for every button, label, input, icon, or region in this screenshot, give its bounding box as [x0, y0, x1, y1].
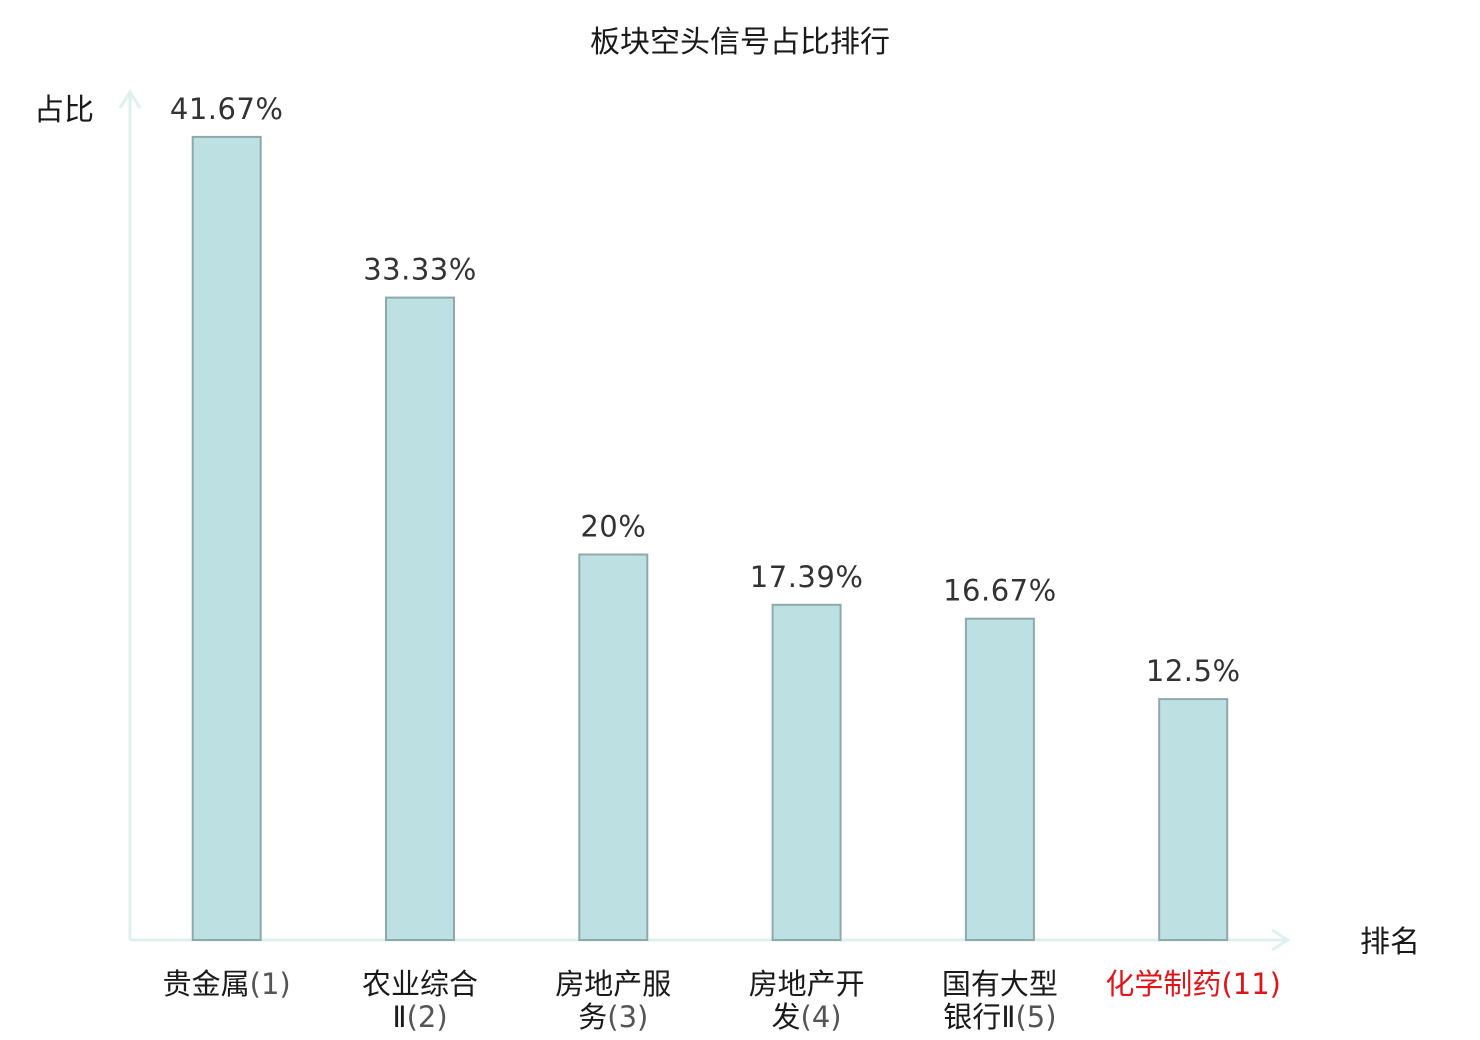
value-label-3: 20%: [580, 510, 646, 544]
value-labels-group: 41.67% 33.33% 20% 17.39% 16.67% 12.5%: [170, 92, 1241, 688]
category-label-line: 银行Ⅱ(5): [943, 1000, 1056, 1034]
category-rank: (3): [607, 1000, 648, 1034]
category-label-3: 房地产服务(3): [555, 967, 671, 1034]
category-rank: (2): [407, 1000, 448, 1034]
category-rank: (11): [1221, 967, 1281, 1001]
category-label-line: 化学制药(11): [1105, 967, 1281, 1001]
category-labels-group: 贵金属(1) 农业综合 Ⅱ(2) 房地产服务(3) 房地产开发(4) 国有大型银行Ⅱ(5)…: [163, 967, 1281, 1034]
value-label-2: 33.33%: [363, 253, 477, 287]
category-rank: (5): [1015, 1000, 1056, 1034]
category-label-line: 发(4): [772, 1000, 842, 1034]
category-label-line: 房地产服: [555, 967, 671, 1001]
category-label-line: 务(3): [578, 1000, 648, 1034]
category-rank: (1): [250, 967, 291, 1001]
category-label-line: 农业综合: [362, 967, 478, 1001]
y-axis-label: 占比: [34, 93, 94, 128]
category-label-line: Ⅱ(2): [392, 1000, 447, 1034]
bar-1: [191, 135, 262, 941]
bar-2: [385, 296, 455, 942]
x-axis-label: 排名: [1360, 925, 1420, 960]
value-label-5: 16.67%: [943, 574, 1057, 608]
category-label-line: 房地产开: [749, 967, 865, 1001]
category-label-line: 贵金属(1): [163, 967, 291, 1001]
value-label-1: 41.67%: [170, 92, 284, 126]
value-label-6: 12.5%: [1146, 654, 1241, 688]
x-axis-arrow: [1271, 928, 1291, 952]
category-label-line: 国有大型: [942, 967, 1058, 1001]
category-label-6: 化学制药(11): [1105, 967, 1281, 1001]
bar-6: [1158, 698, 1229, 941]
category-label-1: 贵金属(1): [163, 967, 291, 1001]
category-label-5: 国有大型银行Ⅱ(5): [942, 967, 1058, 1034]
category-label-4: 房地产开发(4): [749, 967, 865, 1034]
bar-5: [964, 617, 1035, 941]
bars-group: [191, 135, 1229, 942]
y-axis-arrow: [118, 89, 142, 109]
category-label-2: 农业综合 Ⅱ(2): [362, 967, 478, 1034]
bar-3: [578, 553, 649, 941]
value-label-4: 17.39%: [750, 560, 864, 594]
category-rank: (4): [801, 1000, 842, 1034]
bar-4: [771, 603, 842, 941]
chart-title: 板块空头信号占比排行: [590, 25, 890, 60]
